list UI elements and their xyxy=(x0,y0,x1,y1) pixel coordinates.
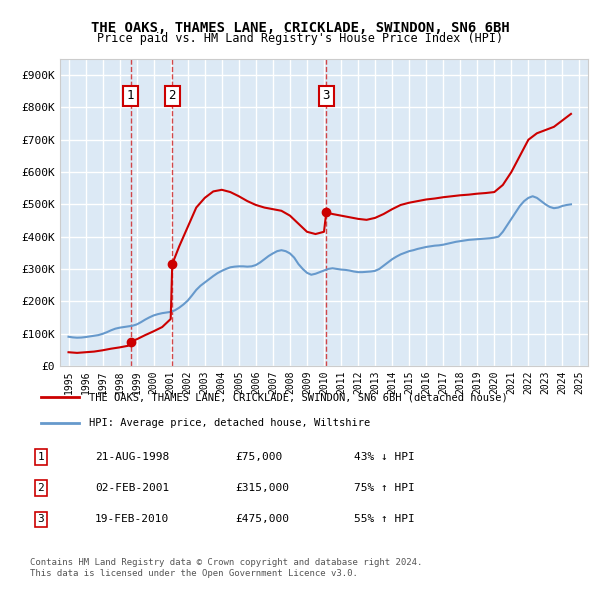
Text: 21-AUG-1998: 21-AUG-1998 xyxy=(95,452,169,462)
Text: £475,000: £475,000 xyxy=(235,514,289,525)
Text: Price paid vs. HM Land Registry's House Price Index (HPI): Price paid vs. HM Land Registry's House … xyxy=(97,32,503,45)
Text: HPI: Average price, detached house, Wiltshire: HPI: Average price, detached house, Wilt… xyxy=(89,418,371,428)
Text: 1: 1 xyxy=(127,89,134,102)
Text: 1: 1 xyxy=(37,452,44,462)
Text: 02-FEB-2001: 02-FEB-2001 xyxy=(95,483,169,493)
Text: £315,000: £315,000 xyxy=(235,483,289,493)
Text: 3: 3 xyxy=(322,89,330,102)
Text: 2: 2 xyxy=(169,89,176,102)
Text: This data is licensed under the Open Government Licence v3.0.: This data is licensed under the Open Gov… xyxy=(30,569,358,578)
Text: 19-FEB-2010: 19-FEB-2010 xyxy=(95,514,169,525)
Text: Contains HM Land Registry data © Crown copyright and database right 2024.: Contains HM Land Registry data © Crown c… xyxy=(30,558,422,566)
Text: £75,000: £75,000 xyxy=(235,452,283,462)
Text: THE OAKS, THAMES LANE, CRICKLADE, SWINDON, SN6 6BH: THE OAKS, THAMES LANE, CRICKLADE, SWINDO… xyxy=(91,21,509,35)
Text: 2: 2 xyxy=(37,483,44,493)
Text: THE OAKS, THAMES LANE, CRICKLADE, SWINDON, SN6 6BH (detached house): THE OAKS, THAMES LANE, CRICKLADE, SWINDO… xyxy=(89,392,508,402)
Text: 55% ↑ HPI: 55% ↑ HPI xyxy=(354,514,415,525)
Text: 3: 3 xyxy=(37,514,44,525)
Text: 75% ↑ HPI: 75% ↑ HPI xyxy=(354,483,415,493)
Text: 43% ↓ HPI: 43% ↓ HPI xyxy=(354,452,415,462)
